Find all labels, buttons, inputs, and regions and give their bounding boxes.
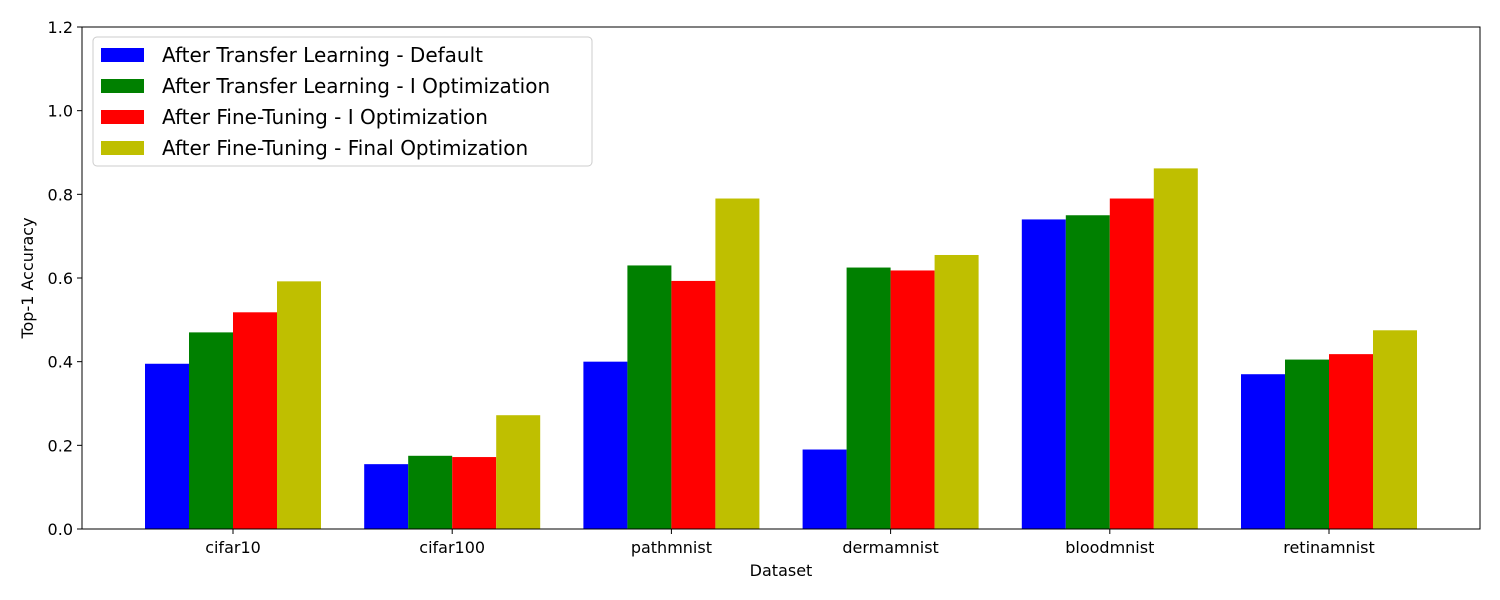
y-tick-label: 1.2 xyxy=(48,18,73,37)
y-tick-label: 0.4 xyxy=(48,353,73,372)
bar-pathmnist-series-0 xyxy=(583,361,628,529)
x-axis-title: Dataset xyxy=(750,561,813,580)
bar-dermamnist-series-3 xyxy=(934,254,979,529)
bar-cifar100-series-1 xyxy=(408,455,453,529)
bar-bloodmnist-series-0 xyxy=(1021,219,1066,529)
x-tick-label: retinamnist xyxy=(1283,538,1375,557)
bar-cifar100-series-2 xyxy=(452,457,497,529)
legend-label: After Transfer Learning - I Optimization xyxy=(162,74,550,98)
bar-retinamnist-series-2 xyxy=(1329,354,1373,529)
y-axis-title: Top-1 Accuracy xyxy=(18,217,37,339)
x-tick-label: bloodmnist xyxy=(1065,538,1154,557)
y-tick-label: 0.0 xyxy=(48,520,73,539)
bar-dermamnist-series-0 xyxy=(802,449,847,529)
bars-group xyxy=(145,168,1417,529)
bar-cifar10-series-3 xyxy=(277,281,321,529)
bar-retinamnist-series-1 xyxy=(1285,359,1329,529)
x-tick-label: dermamnist xyxy=(842,538,938,557)
bar-bloodmnist-series-2 xyxy=(1109,198,1154,529)
legend: After Transfer Learning - Default After T… xyxy=(92,36,593,167)
bar-pathmnist-series-3 xyxy=(715,198,760,529)
legend-label: After Fine-Tuning - I Optimization xyxy=(162,105,488,129)
legend-label: After Fine-Tuning - Final Optimization xyxy=(162,136,528,160)
y-tick-label: 0.6 xyxy=(48,269,73,288)
bar-dermamnist-series-1 xyxy=(846,267,891,529)
legend-box xyxy=(92,36,593,167)
bar-pathmnist-series-1 xyxy=(627,265,672,529)
x-tick-label: cifar10 xyxy=(205,538,261,557)
bar-cifar100-series-0 xyxy=(364,464,409,529)
legend-swatch xyxy=(101,48,144,62)
legend-swatch xyxy=(101,141,144,155)
bar-bloodmnist-series-1 xyxy=(1065,215,1110,529)
bar-retinamnist-series-3 xyxy=(1373,330,1417,529)
bar-pathmnist-series-2 xyxy=(671,280,716,529)
x-axis: cifar10 cifar100 pathmnist dermamnist bloodm… xyxy=(205,529,1375,557)
y-tick-label: 0.2 xyxy=(48,436,73,455)
bar-cifar10-series-2 xyxy=(233,312,277,529)
legend-label: After Transfer Learning - Default xyxy=(162,43,483,67)
bar-bloodmnist-series-3 xyxy=(1153,168,1198,529)
bar-cifar100-series-3 xyxy=(496,415,541,529)
y-axis: 0.0 0.2 0.4 0.6 0.8 1.0 1.2 xyxy=(48,18,82,539)
x-tick-label: cifar100 xyxy=(419,538,485,557)
bar-cifar10-series-0 xyxy=(145,363,189,529)
legend-swatch xyxy=(101,110,144,124)
bar-dermamnist-series-2 xyxy=(890,270,935,529)
x-tick-label: pathmnist xyxy=(631,538,712,557)
y-tick-label: 1.0 xyxy=(48,102,73,121)
y-tick-label: 0.8 xyxy=(48,185,73,204)
legend-swatch xyxy=(101,79,144,93)
bar-cifar10-series-1 xyxy=(189,332,233,529)
bar-retinamnist-series-0 xyxy=(1241,374,1285,529)
